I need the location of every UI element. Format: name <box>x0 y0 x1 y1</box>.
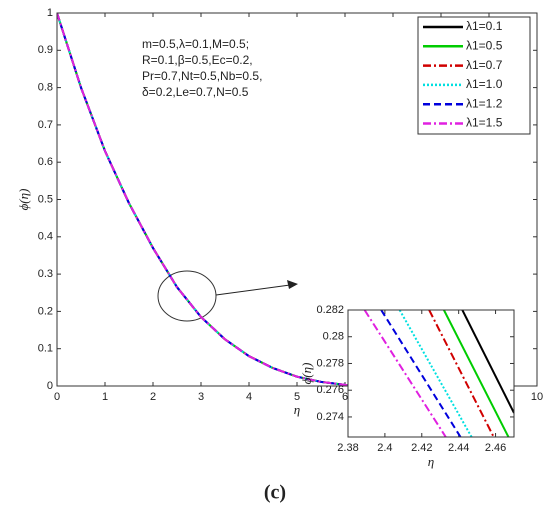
series-line <box>443 310 510 437</box>
annotation: δ=0.2,Le=0.7,N=0.5 <box>142 85 249 99</box>
y-axis-label: ϕ(η) <box>16 189 31 211</box>
legend-label: λ1=1.2 <box>466 96 503 110</box>
y-tick-label: 0.3 <box>38 268 53 280</box>
series-line <box>363 310 447 437</box>
y-tick-label: 0.278 <box>316 357 344 369</box>
y-tick-label: 0.6 <box>38 156 53 168</box>
series-line <box>461 310 514 414</box>
plot-frame <box>56 12 538 387</box>
annotation: m=0.5,λ=0.1,M=0.5; <box>142 37 249 51</box>
x-tick-label: 10 <box>531 391 543 403</box>
inset-background <box>348 310 514 437</box>
y-tick-label: 0.28 <box>323 331 344 343</box>
series-line <box>380 310 462 437</box>
series-line <box>398 310 473 437</box>
x-tick-label: 2 <box>150 391 156 403</box>
legend-label: λ1=0.1 <box>466 19 503 33</box>
legend-label: λ1=0.7 <box>466 58 503 72</box>
x-tick-label: 2.4 <box>377 442 392 454</box>
y-tick-label: 0.8 <box>38 82 53 94</box>
y-tick-label: 0.2 <box>38 305 53 317</box>
x-tick-label: 6 <box>342 391 348 403</box>
legend-label: λ1=0.5 <box>466 38 503 52</box>
series-line <box>57 13 355 386</box>
y-tick-label: 0.1 <box>38 343 53 355</box>
y-tick-label: 0.276 <box>316 384 344 396</box>
y-tick-label: 0.9 <box>38 44 53 56</box>
arrow-head <box>287 280 298 289</box>
x-axis-label: η <box>428 454 434 469</box>
x-tick-label: 4 <box>246 391 252 403</box>
x-axis-label: η <box>294 402 300 417</box>
x-tick-label: 5 <box>294 391 300 403</box>
x-tick-label: 1 <box>102 391 108 403</box>
x-tick-label: 2.42 <box>411 442 432 454</box>
y-tick-label: 1 <box>47 7 53 19</box>
y-tick-label: 0.5 <box>38 193 53 205</box>
plot-frame <box>347 309 515 438</box>
x-tick-label: 0 <box>54 391 60 403</box>
series-line <box>428 310 495 437</box>
zoom-ellipse <box>157 270 217 322</box>
x-tick-label: 2.38 <box>337 442 358 454</box>
x-tick-label: 3 <box>198 391 204 403</box>
x-tick-label: 2.44 <box>448 442 469 454</box>
zoom-arrow <box>215 284 291 296</box>
x-tick-label: 2.46 <box>485 442 506 454</box>
y-tick-label: 0 <box>47 380 53 392</box>
annotation: Pr=0.7,Nt=0.5,Nb=0.5, <box>142 69 262 83</box>
y-tick-label: 0.4 <box>38 231 53 243</box>
legend <box>417 16 531 135</box>
y-axis-label: ϕ(η) <box>299 363 314 385</box>
y-tick-label: 0.282 <box>316 304 344 316</box>
legend-label: λ1=1.0 <box>466 77 503 91</box>
annotation: R=0.1,β=0.5,Ec=0.2, <box>142 53 253 67</box>
legend-label: λ1=1.5 <box>466 116 503 130</box>
caption: (c) <box>264 482 286 504</box>
y-tick-label: 0.274 <box>316 411 344 423</box>
y-tick-label: 0.7 <box>38 119 53 131</box>
